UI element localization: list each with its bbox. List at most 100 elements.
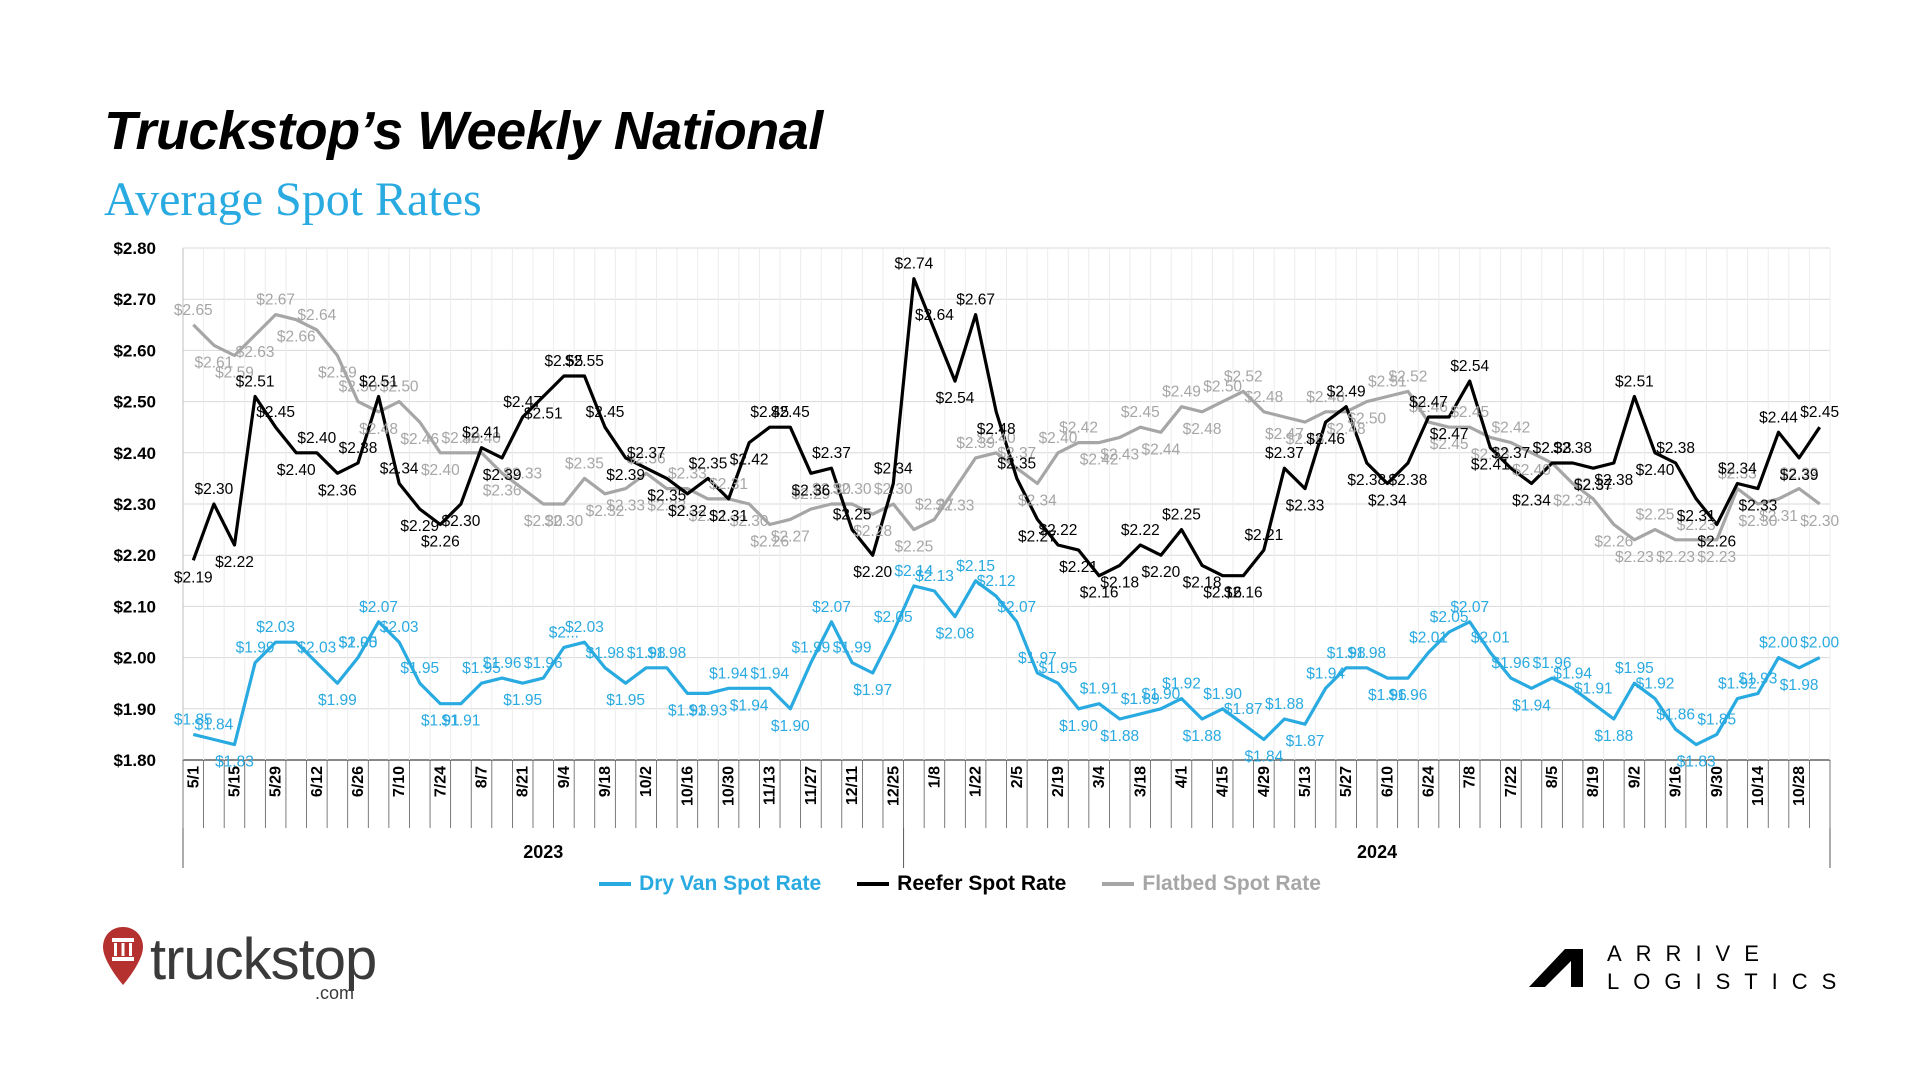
flatbed-data-label: $2.33 — [647, 498, 686, 515]
flatbed-series-line — [192, 313, 1821, 542]
flatbed-data-label: $2.30 — [544, 513, 583, 530]
reefer-data-label: $2.35 — [997, 455, 1036, 472]
flatbed-data-label: $2.45 — [1121, 404, 1160, 421]
reefer-data-label: $2.19 — [174, 569, 213, 586]
dry-van-data-label: $1.94 — [1306, 665, 1345, 682]
legend-label-reefer: Reefer Spot Rate — [897, 872, 1067, 895]
x-tick-label: 9/30 — [1709, 766, 1726, 797]
x-tick-label: 11/13 — [762, 766, 779, 805]
reefer-data-label: $2.30 — [442, 513, 481, 530]
flatbed-data-label: $2.43 — [1471, 446, 1510, 463]
flatbed-data-label: $2.42 — [1080, 452, 1119, 469]
flatbed-data-label: $2.33 — [1718, 466, 1757, 483]
flatbed-data-label: $2.61 — [194, 354, 233, 371]
dry-van-data-label: $2.01 — [1409, 629, 1448, 646]
x-tick-label: 7/10 — [391, 766, 408, 797]
reefer-data-label: $2.31 — [1677, 508, 1716, 525]
chart-subtitle: Average Spot Rates — [104, 173, 482, 226]
x-tick-label: 9/4 — [556, 766, 573, 788]
dry-van-data-label: $2.07 — [997, 599, 1036, 616]
x-tick-label: 7/24 — [432, 766, 449, 797]
x-tick-label: 8/5 — [1544, 766, 1561, 788]
reefer-series-line — [191, 277, 1822, 578]
dry-van-data-label: $2... — [549, 624, 579, 641]
reefer-data-label: $2.37 — [627, 445, 666, 462]
truckstop-logo: truckstop .com — [100, 925, 377, 1003]
dry-van-data-label: $1.88 — [1265, 696, 1304, 713]
reefer-data-label: $2.18 — [1100, 574, 1139, 591]
reefer-data-label: $2.34 — [874, 461, 913, 478]
x-tick-label: 10/28 — [1791, 766, 1808, 806]
dry-van-data-label: $2.05 — [874, 609, 913, 626]
flatbed-data-label: $2.30 — [812, 481, 851, 498]
dry-van-data-label: $1.98 — [627, 645, 666, 662]
reefer-data-label: $2.38 — [1389, 472, 1428, 489]
dry-van-series-line — [192, 579, 1821, 747]
reefer-data-label: $2.47 — [1409, 394, 1448, 411]
reefer-data-label: $2.54 — [936, 390, 975, 407]
dry-van-data-label: $1.95 — [606, 692, 645, 709]
flatbed-data-label: $2.28 — [853, 523, 892, 540]
flatbed-data-label: $2.33 — [606, 498, 645, 515]
year-label: 2024 — [1357, 842, 1397, 862]
reefer-data-label: $2.16 — [1224, 585, 1263, 602]
flatbed-data-label: $2.43 — [1100, 446, 1139, 463]
dry-van-data-label: $1.91 — [421, 713, 460, 730]
legend-swatch-flatbed — [1102, 882, 1135, 886]
flatbed-data-label: $2.49 — [1162, 384, 1201, 401]
reefer-data-label: $2.41 — [462, 425, 501, 442]
reefer-data-label: $2.38 — [1594, 472, 1633, 489]
reefer-data-label: $2.41 — [1471, 457, 1510, 474]
flatbed-data-label: $2.65 — [174, 302, 213, 319]
dry-van-data-label: $2.03 — [297, 640, 336, 657]
dry-van-data-label: $1.95 — [339, 635, 378, 652]
flatbed-data-label: $2.31 — [689, 508, 728, 525]
x-tick-label: 5/29 — [268, 766, 285, 797]
reefer-data-label: $2.49 — [1327, 384, 1366, 401]
y-tick-label: $1.90 — [113, 700, 156, 719]
flatbed-data-label: $2.38 — [1533, 440, 1572, 457]
reefer-data-label: $2.36 — [792, 482, 831, 499]
dry-van-data-label: $1.93 — [1739, 670, 1778, 687]
dry-van-data-label: $1.98 — [586, 645, 625, 662]
dry-van-data-label: $1.95 — [400, 660, 439, 677]
flatbed-data-label: $2.45 — [1430, 436, 1469, 453]
flatbed-data-label: $2.36 — [483, 482, 522, 499]
flatbed-data-label: $2.48 — [1327, 421, 1366, 438]
dry-van-data-label: $2.00 — [1800, 635, 1839, 652]
reefer-data-label: $2.37 — [1491, 445, 1530, 462]
y-tick-label: $2.60 — [113, 341, 156, 360]
reefer-data-label: $2.31 — [709, 508, 748, 525]
flatbed-data-label: $2.23 — [1656, 549, 1695, 566]
legend-swatch-reefer — [857, 882, 890, 886]
reefer-data-label: $2.34 — [1718, 461, 1757, 478]
dry-van-data-label: $1.96 — [1491, 655, 1530, 672]
reefer-data-label: $2.44 — [1759, 409, 1798, 426]
pin-pillar-icon — [103, 927, 143, 985]
y-tick-label: $2.40 — [113, 444, 156, 463]
reefer-data-label: $2.34 — [380, 461, 419, 478]
reefer-data-label: $2.45 — [750, 404, 789, 421]
flatbed-data-label: $2.40 — [462, 430, 501, 447]
x-tick-label: 5/1 — [185, 766, 202, 788]
flatbed-data-label: $2.30 — [730, 513, 769, 530]
dry-van-data-label: $1.88 — [1594, 728, 1633, 745]
flatbed-data-label: $2.31 — [1574, 476, 1613, 493]
reefer-data-label: $2.37 — [812, 445, 851, 462]
x-tick-label: 9/18 — [597, 766, 614, 797]
dry-van-data-label: $1.99 — [792, 640, 831, 657]
flatbed-data-label: $2.34 — [1553, 493, 1592, 510]
flatbed-data-label: $2.48 — [1244, 389, 1283, 406]
flatbed-data-label: $2.48 — [1306, 389, 1345, 406]
flatbed-data-label: $2.30 — [833, 481, 872, 498]
x-tick-label: 9/2 — [1626, 766, 1643, 788]
x-tick-label: 6/26 — [350, 766, 367, 797]
x-tick-label: 2/19 — [1050, 766, 1067, 797]
flatbed-data-label: $2.46 — [400, 431, 439, 448]
x-tick-label: 5/15 — [226, 766, 243, 797]
dry-van-data-label: $1.91 — [1080, 681, 1119, 698]
reefer-data-label: $2.55 — [565, 353, 604, 370]
flatbed-data-label: $2.32 — [586, 503, 625, 520]
flatbed-data-label: $2.59 — [318, 365, 357, 382]
reefer-data-label: $2.74 — [894, 256, 933, 273]
